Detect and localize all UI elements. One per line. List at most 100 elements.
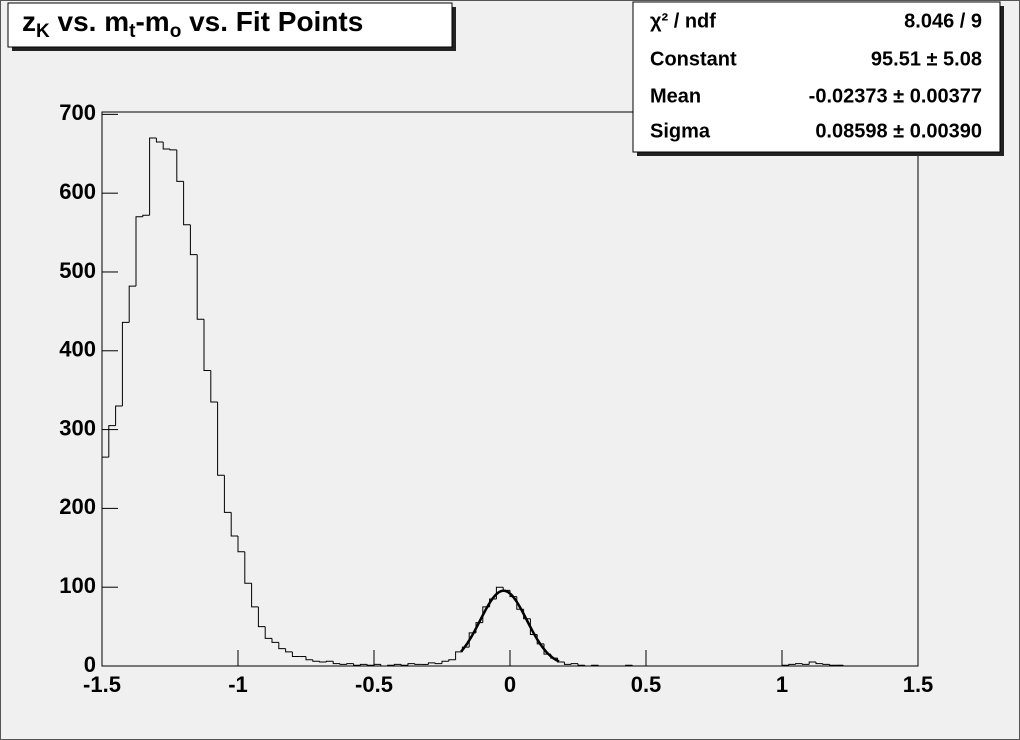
bin (108, 425, 116, 458)
stat-value: -0.02373 ± 0.00377 (809, 85, 982, 107)
x-tick-label: 0 (504, 672, 516, 697)
y-tick-label: 500 (59, 258, 96, 283)
stat-value: 8.046 / 9 (904, 10, 982, 32)
bin (815, 662, 823, 665)
bin (400, 664, 408, 666)
bin (305, 656, 313, 661)
bin (366, 664, 374, 666)
title-sub: o (170, 21, 182, 42)
bin (291, 651, 300, 658)
title-part: vs. m (50, 6, 129, 37)
bin (631, 665, 640, 667)
bin (577, 663, 585, 666)
bin (407, 663, 415, 666)
bin (203, 319, 211, 371)
bin (128, 285, 136, 323)
bin (788, 663, 796, 666)
bin (414, 663, 422, 665)
bin (325, 660, 334, 663)
bin (251, 583, 259, 608)
bin (319, 661, 327, 663)
fit-curve (460, 589, 560, 663)
bin (271, 638, 279, 643)
y-tick-label: 300 (59, 415, 96, 440)
bin (434, 662, 442, 665)
stat-value: 95.51 ± 5.08 (871, 48, 982, 70)
x-tick-label: -1.5 (83, 672, 121, 697)
bin (795, 663, 803, 665)
y-tick-label: 700 (59, 100, 96, 125)
bin (563, 662, 572, 665)
stat-name: Mean (650, 85, 701, 107)
bin (230, 512, 238, 537)
bin (210, 370, 218, 403)
bin (591, 664, 599, 666)
bin (387, 664, 395, 666)
bin (169, 149, 177, 151)
bin (427, 662, 436, 665)
bin (142, 214, 150, 217)
bin (312, 659, 320, 662)
title-part: z (22, 6, 36, 37)
bin (801, 663, 810, 665)
title-sub: t (129, 21, 136, 42)
bin (264, 626, 272, 639)
bin (223, 475, 232, 513)
y-tick-label: 600 (59, 179, 96, 204)
stat-name: Constant (650, 48, 737, 70)
x-tick-label: 1.5 (903, 672, 934, 697)
bin (155, 138, 164, 143)
y-tick-label: 400 (59, 337, 96, 362)
bin (121, 321, 130, 406)
plot: 0 100 200 300 400 500 600 700 -1.5 -1 -0.5 0 0.5 1 1.5 (59, 100, 933, 697)
bin (115, 405, 123, 426)
title-part: vs. Fit Points (181, 6, 363, 37)
bin (842, 665, 850, 667)
bin (570, 663, 578, 665)
chart-title: zK vs. mt-mo vs. Fit Points (22, 6, 363, 42)
bin (346, 663, 354, 665)
bin (101, 456, 109, 666)
stat-name: χ² / ndf (650, 10, 716, 32)
y-tick-label: 100 (59, 573, 96, 598)
bin (189, 224, 198, 256)
stat-name: Sigma (650, 120, 711, 142)
bin (829, 664, 837, 666)
bin (135, 216, 143, 287)
bin (441, 660, 449, 664)
bin (176, 149, 184, 182)
title-box (7, 2, 453, 48)
bin (380, 664, 388, 667)
y-tick-label: 200 (59, 494, 96, 519)
bin (196, 254, 204, 320)
x-tick-label: 0.5 (631, 672, 662, 697)
title-part: -m (135, 6, 169, 37)
frame (101, 111, 919, 667)
bin (237, 535, 245, 553)
bin (584, 665, 592, 667)
bin (808, 661, 816, 665)
bin (373, 663, 381, 666)
bin (332, 661, 340, 665)
bin (781, 664, 789, 666)
bin (455, 651, 463, 660)
y-tick-label: 0 (84, 652, 96, 677)
bin (278, 642, 286, 650)
title-sub: K (36, 21, 50, 42)
stat-value: 0.08598 ± 0.00390 (815, 120, 982, 142)
bin (217, 402, 225, 476)
stats-box (632, 1, 1001, 153)
x-tick-label: -0.5 (355, 672, 393, 697)
bin (353, 663, 361, 666)
bin (162, 141, 170, 150)
bin (183, 181, 191, 226)
bin (149, 137, 157, 216)
bin (822, 663, 830, 665)
bin (597, 665, 606, 667)
stats: χ² / ndf 8.046 / 9 Constant 95.51 ± 5.08 Mea… (650, 10, 982, 142)
x-tick-label: -1 (228, 672, 248, 697)
x-tick-label: 1 (776, 672, 788, 697)
bin (393, 663, 402, 666)
bin (359, 663, 368, 666)
